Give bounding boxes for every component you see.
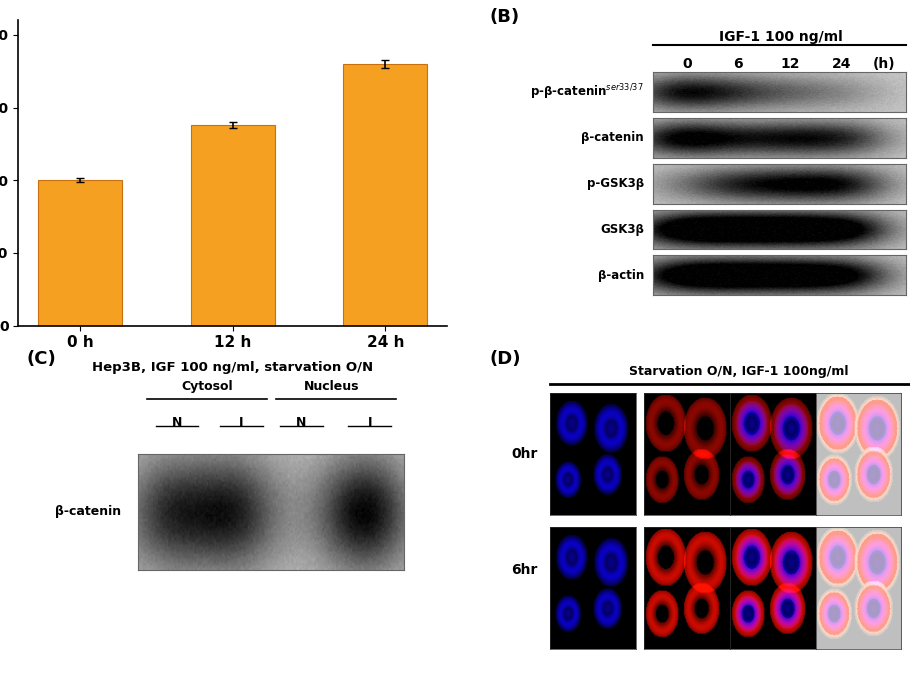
Text: 12: 12: [780, 57, 800, 71]
Text: GSK3β: GSK3β: [600, 223, 644, 236]
Text: 6: 6: [733, 57, 743, 71]
Text: 6hr: 6hr: [511, 563, 538, 577]
Bar: [344, 64, 427, 326]
Text: Starvation O/N, IGF-1 100ng/ml: Starvation O/N, IGF-1 100ng/ml: [629, 365, 848, 378]
Text: β-catenin: β-catenin: [582, 131, 644, 144]
Text: 0: 0: [682, 57, 692, 71]
Text: β-catenin: β-catenin: [55, 505, 121, 518]
Text: N: N: [296, 416, 306, 429]
Text: p-GSK3β: p-GSK3β: [587, 177, 644, 190]
Text: N: N: [172, 416, 182, 429]
Text: I: I: [239, 416, 244, 429]
X-axis label: Hep3B, IGF 100 ng/ml, starvation O/N: Hep3B, IGF 100 ng/ml, starvation O/N: [92, 362, 373, 375]
Text: 24: 24: [832, 57, 851, 71]
Text: p-β-catenin$^{ser33/37}$: p-β-catenin$^{ser33/37}$: [530, 82, 644, 102]
Bar: [38, 180, 122, 326]
Text: Nucleus: Nucleus: [575, 393, 631, 406]
Text: 0hr: 0hr: [511, 447, 538, 461]
Text: β-catenin: β-catenin: [664, 393, 731, 406]
Bar: [190, 125, 275, 326]
Text: (B): (B): [490, 8, 520, 27]
Text: Merge: Merge: [766, 393, 810, 406]
Text: (D): (D): [490, 350, 521, 368]
Text: β-actin: β-actin: [598, 269, 644, 282]
Text: I: I: [368, 416, 372, 429]
Text: Nucleus: Nucleus: [303, 380, 359, 393]
Text: IGF-1 100 ng/ml: IGF-1 100 ng/ml: [720, 29, 843, 44]
Text: (C): (C): [27, 350, 57, 368]
Text: Cytosol: Cytosol: [181, 380, 233, 393]
Text: (h): (h): [873, 57, 895, 71]
